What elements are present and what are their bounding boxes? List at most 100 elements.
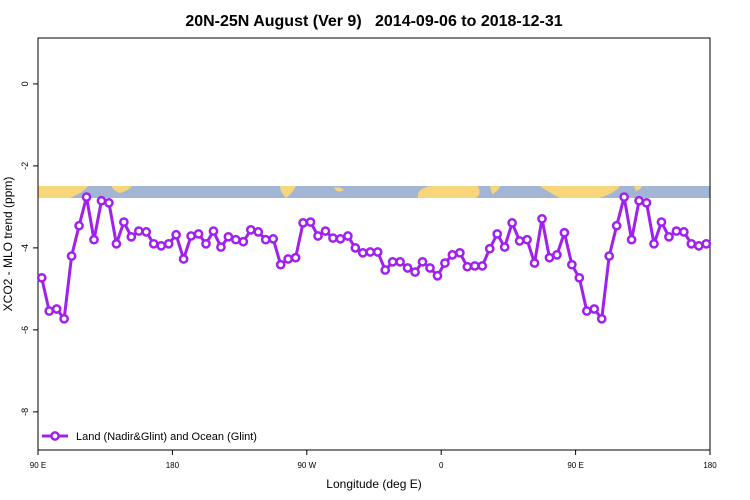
point: [432, 270, 443, 281]
point: [671, 226, 682, 236]
point: [111, 238, 122, 249]
point: [313, 231, 323, 241]
point: [641, 197, 652, 208]
point: [51, 304, 62, 314]
point: [156, 240, 167, 251]
point: [499, 242, 510, 252]
point: [104, 197, 114, 208]
point: [656, 217, 667, 227]
point: [589, 304, 600, 314]
point: [81, 192, 92, 202]
y-tick-label: -4: [20, 244, 30, 252]
point: [455, 247, 465, 258]
point: [231, 234, 241, 245]
point: [66, 251, 77, 261]
point: [387, 256, 398, 267]
point: [320, 226, 331, 236]
point: [634, 195, 644, 206]
point: [283, 254, 293, 264]
point: [178, 254, 189, 264]
point: [626, 234, 637, 245]
point: [343, 231, 353, 241]
point: [574, 272, 585, 283]
point: [611, 220, 622, 231]
point: [268, 234, 279, 244]
point: [469, 261, 480, 271]
chart-title: 20N-25N August (Ver 9) 2014-09-06 to 201…: [185, 13, 562, 30]
x-tick-label: 180: [166, 461, 180, 470]
point: [201, 238, 211, 249]
legend-marker: [50, 431, 60, 441]
point: [604, 251, 615, 261]
x-tick-label: 180: [703, 461, 717, 470]
land: [417, 186, 480, 198]
land: [490, 186, 500, 194]
point: [36, 272, 47, 283]
point: [514, 236, 525, 246]
point: [507, 218, 517, 228]
point: [365, 247, 376, 257]
point: [245, 225, 256, 235]
land: [634, 186, 642, 191]
point: [126, 231, 137, 242]
map-strip: [38, 186, 710, 198]
point: [133, 226, 144, 236]
land: [112, 186, 132, 193]
point: [410, 267, 420, 277]
land: [38, 186, 88, 198]
ocean: [38, 186, 710, 198]
point: [372, 247, 383, 257]
x-tick-label: 0: [439, 461, 444, 470]
point: [186, 231, 196, 241]
y-tick-label: -8: [20, 408, 30, 416]
point: [89, 234, 99, 245]
x-tick-label: 90 E: [567, 461, 583, 470]
land: [540, 186, 620, 198]
point: [148, 238, 159, 249]
legend-label: Land (Nadir&Glint) and Ocean (Glint): [76, 431, 257, 443]
point: [290, 252, 301, 263]
y-tick-label: -6: [20, 326, 30, 334]
point: [552, 250, 562, 260]
point: [537, 213, 547, 224]
point: [425, 263, 435, 273]
point: [701, 238, 712, 249]
point: [522, 234, 532, 245]
point: [208, 226, 219, 236]
point: [559, 227, 570, 238]
point: [417, 256, 428, 267]
point: [693, 240, 704, 251]
point: [275, 259, 286, 270]
point: [171, 229, 181, 240]
point: [619, 192, 629, 202]
point: [44, 306, 55, 316]
point: [141, 227, 152, 237]
point: [492, 229, 503, 239]
x-tick-label: 90 E: [30, 461, 46, 470]
point: [305, 217, 316, 227]
land: [280, 186, 296, 198]
point: [581, 306, 592, 316]
point: [380, 265, 391, 275]
y-axis-label: XCO2 - MLO trend (ppm): [1, 177, 15, 312]
point: [163, 238, 174, 249]
point: [649, 238, 659, 249]
point: [477, 261, 488, 271]
point: [357, 247, 368, 258]
y-tick-label: 0: [20, 81, 30, 86]
point: [484, 243, 495, 254]
point: [447, 250, 458, 260]
point: [440, 258, 450, 268]
point: [74, 220, 84, 231]
point: [238, 236, 249, 247]
point: [679, 227, 689, 237]
point: [395, 256, 405, 267]
point: [119, 217, 129, 227]
point: [529, 258, 540, 268]
point: [253, 227, 264, 237]
point: [335, 234, 346, 244]
point: [193, 229, 204, 239]
point: [544, 252, 555, 263]
point: [260, 234, 271, 245]
